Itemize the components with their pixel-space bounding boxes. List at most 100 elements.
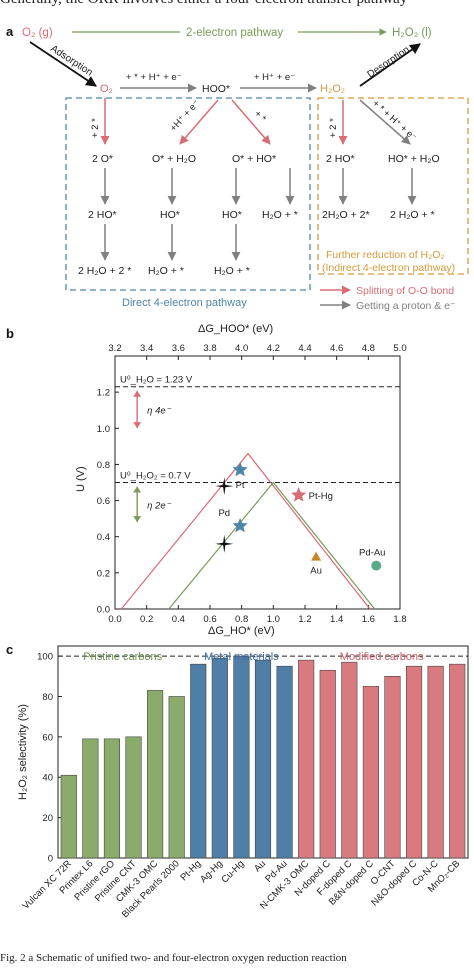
step1-label: + * + H⁺ + e⁻ — [126, 72, 182, 83]
reference-line-label: U⁰_H₂O₂ = 0.7 V — [120, 471, 191, 482]
x2-tick-label: 3.6 — [172, 343, 185, 354]
selectivity-bar — [254, 659, 272, 859]
x-tick-label: 0.2 — [140, 614, 153, 625]
selectivity-bar — [319, 669, 336, 859]
overpotential-arrowhead-top — [133, 486, 142, 493]
y-tick-label: 60 — [42, 732, 53, 743]
selectivity-bar — [233, 655, 250, 859]
category-label: Ag-Hg — [198, 858, 225, 885]
x-tick-label: 1.4 — [330, 614, 343, 625]
desorption-arrow — [359, 43, 421, 87]
col1-row1: 2 O* — [92, 153, 113, 165]
selectivity-bar — [125, 736, 142, 859]
y-tick-label: 1.0 — [97, 424, 110, 435]
split-arrow-3 — [231, 99, 271, 145]
col2-row3: H₂O + * — [148, 265, 184, 277]
y-tick-label: 0.8 — [97, 460, 110, 471]
col2-row2: HO* — [160, 209, 180, 221]
cut-off-header-text: Generally, the ORR involves either a fou… — [0, 0, 474, 13]
overpotential-arrowhead-bottom — [133, 516, 142, 523]
x-tick-label: 1.6 — [362, 614, 375, 625]
y-axis-title: U (V) — [75, 466, 87, 492]
selectivity-bar — [147, 690, 164, 859]
indirect-pathway-box — [317, 97, 469, 275]
group-label: Metal materials — [204, 651, 279, 663]
plus-2star-label: + 2 * — [90, 118, 101, 138]
y-tick-label: 20 — [42, 813, 53, 824]
x-tick-label: 1.2 — [298, 614, 311, 625]
plot-b-marks: Pt Pd Pt-Hg Au Pd-Au — [215, 461, 385, 577]
legend-split-label: Splitting of O-O bond — [356, 285, 454, 297]
x2-tick-label: 4.2 — [267, 343, 280, 354]
selectivity-bar — [276, 665, 293, 859]
panel-a: a O₂ (g) 2-electron pathway H₂O₂ (l) Ads… — [6, 24, 469, 312]
star-marker — [232, 517, 248, 533]
col3-row3: H₂O + * — [214, 265, 250, 277]
col4-row1: H₂O + * — [262, 209, 298, 221]
plot-b-lines: U⁰_H₂O = 1.23 V U⁰_H₂O₂ = 0.7 V η 4e⁻ η 2e⁻ — [115, 375, 400, 610]
panel-b: b ΔG_HOO* (eV) 0.0 0.2 0.4 0.6 0.8 1.0 1.2 1.4 1… — [6, 323, 407, 637]
bottom-axis-title: ΔG_HO* (eV) — [208, 625, 275, 637]
plus-h-e-label: +H⁺ + e⁻ — [168, 98, 202, 134]
reference-line-label: U⁰_H₂O = 1.23 V — [120, 375, 193, 386]
selectivity-bar — [298, 659, 315, 859]
selectivity-bar — [82, 738, 99, 859]
star-marker — [291, 487, 307, 502]
direct-pathway-label: Direct 4-electron pathway — [122, 297, 247, 309]
selectivity-bar — [60, 774, 77, 859]
two-electron-pathway-label: 2-electron pathway — [186, 27, 283, 39]
plot-c-ticks: 0 20 40 60 80 100 — [37, 652, 468, 865]
y-tick-label: 0 — [48, 854, 53, 865]
h2o2-adsorbed-label: H₂O₂ — [320, 83, 345, 95]
y-tick-label: 1.2 — [97, 388, 110, 399]
x-tick-label: 1.0 — [267, 614, 280, 625]
col5-row2: 2H₂O + 2* — [322, 209, 370, 221]
panel-c: c 0 20 40 60 80 100 Pristine carbons Metal mat… — [6, 642, 469, 920]
selectivity-axis-title: H₂O₂ selectivity (%) — [17, 704, 29, 800]
group-label: Modified carbons — [340, 651, 424, 663]
cut-off-caption-text: Fig. 2 a Schematic of unified two- and f… — [0, 952, 347, 964]
col1-row2: 2 HO* — [88, 209, 117, 221]
o2-gas-label: O₂ (g) — [22, 27, 53, 39]
adsorption-arrow — [29, 41, 97, 87]
point-label: Pt — [236, 480, 245, 491]
y-tick-label: 0.4 — [97, 532, 110, 543]
y-tick-label: 0.2 — [97, 568, 110, 579]
triangle-marker — [311, 551, 322, 561]
selectivity-bar — [405, 665, 423, 859]
y-tick-label: 0.6 — [97, 496, 110, 507]
panel-c-label: c — [6, 642, 13, 657]
o2-adsorbed-label: O₂ — [100, 83, 113, 95]
col3-row2: HO* — [222, 209, 242, 221]
x-tick-label: 0.0 — [108, 614, 121, 625]
x2-tick-label: 5.0 — [393, 343, 406, 354]
overpotential-label: η 4e⁻ — [147, 405, 171, 416]
x2-tick-label: 3.2 — [108, 343, 121, 354]
x2-tick-label: 3.8 — [203, 343, 216, 354]
selectivity-bar — [362, 686, 379, 859]
selectivity-bar — [384, 675, 401, 859]
indirect-pathway-label: (Indirect 4-electron pathway) — [322, 262, 455, 274]
point-label: Pd-Au — [359, 548, 385, 559]
circle-marker — [371, 560, 382, 571]
col3-row1: O* + HO* — [232, 153, 276, 165]
col1-row3: 2 H₂O + 2 * — [78, 265, 131, 277]
selectivity-bar — [190, 663, 207, 859]
step2-label: + H⁺ + e⁻ — [254, 72, 295, 83]
category-label: Cu-Hg — [219, 858, 246, 885]
selectivity-bar — [168, 696, 185, 859]
x2-tick-label: 4.4 — [298, 343, 311, 354]
overpotential-label: η 2e⁻ — [147, 500, 171, 511]
volcano-series-line — [120, 452, 371, 610]
desorption-label: Desorption — [366, 44, 412, 80]
top-axis-title: ΔG_HOO* (eV) — [198, 323, 273, 335]
volcano-series-line — [168, 481, 376, 610]
y-tick-label: 40 — [42, 773, 53, 784]
y-tick-label: 80 — [42, 692, 53, 703]
cross-star-marker — [215, 477, 234, 496]
y-tick-label: 0.0 — [97, 605, 110, 616]
col6-row1: HO* + H₂O — [388, 153, 440, 165]
legend-proton-label: Getting a proton & e⁻ — [356, 300, 456, 312]
plot-c-bars — [60, 655, 466, 859]
